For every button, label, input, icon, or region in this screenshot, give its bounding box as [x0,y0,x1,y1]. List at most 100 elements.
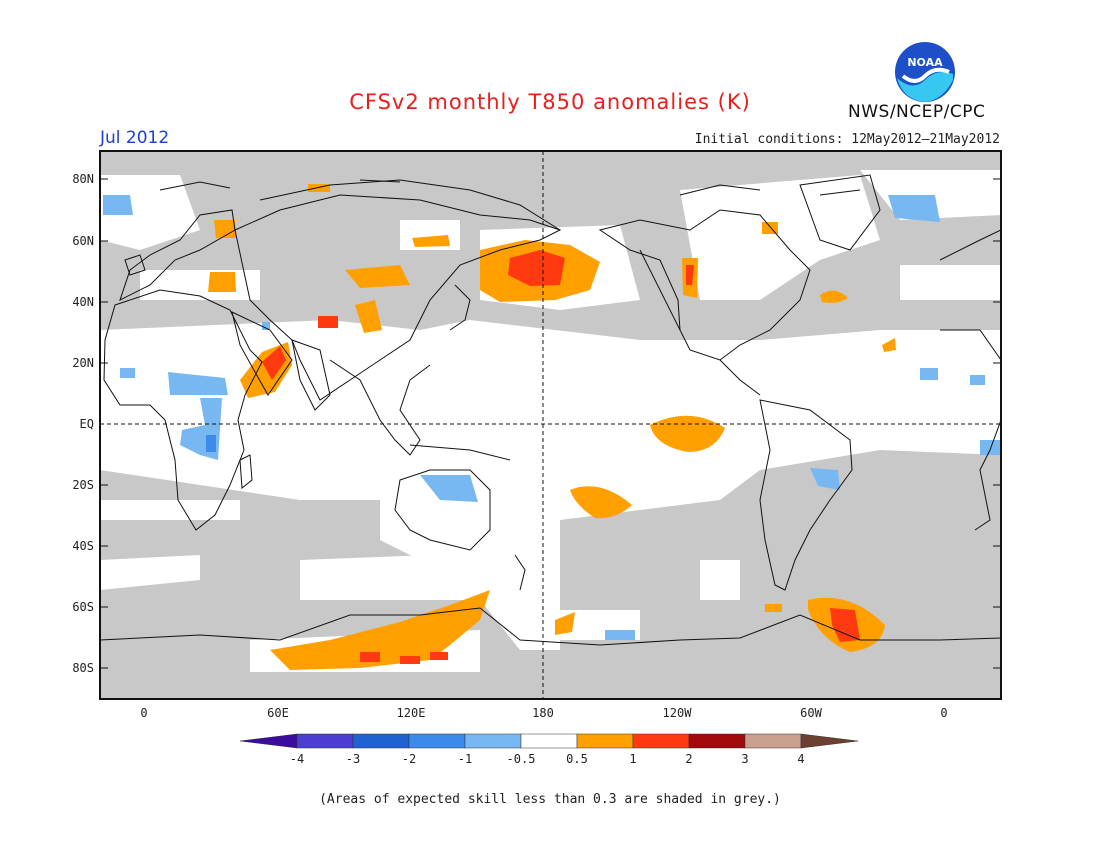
colorbar-arrow-right [800,733,859,749]
lon-label-0: 0 [140,706,147,720]
india-outline [291,339,331,411]
south-america-warm [765,604,782,612]
arabia-cool [262,322,270,330]
colorbar-bin-5 [520,733,578,749]
lon-label-60e: 60E [267,706,289,720]
lat-label-60s: 60S [72,600,94,614]
cool-anomalies [103,195,1001,640]
africa-cool-band [168,372,228,395]
atlantic-cool [920,368,938,380]
latitude-ticks [100,178,1001,669]
se-asia-outline [329,359,431,456]
colorbar-label: 4 [797,752,804,766]
europe-east-edge [939,229,1001,261]
madagascar-outline [239,454,253,489]
arctic-islands [159,179,861,196]
skill-footnote: (Areas of expected skill less than 0.3 a… [319,792,781,807]
uk-outline [124,254,146,276]
colorbar-label: 2 [685,752,692,766]
africa-cool-deep [206,435,216,452]
colorbar-bin-6 [576,733,634,749]
warm-anomalies [208,184,896,670]
lat-label-40s: 40S [72,539,94,553]
arctic-cool-east [888,195,940,222]
west-africa-cool [970,375,985,385]
colorbar-bin-4 [464,733,522,749]
colorbar-labels: -4 -3 -2 -1 -0.5 0.5 1 2 3 4 [290,752,805,766]
scandinavia-warm [214,220,236,238]
lat-label-20n: 20N [72,356,94,370]
lat-label-20s: 20S [72,478,94,492]
lon-label-0-right: 0 [940,706,947,720]
africa-cool-west [120,368,135,378]
europe-warm [208,272,236,292]
asia-hot-1 [318,316,338,328]
map-title: CFSv2 monthly T850 anomalies (K) [349,90,751,114]
north-america-outline [598,209,811,361]
southern-ocean-cool [605,630,635,640]
latitude-labels: 80N 60N 40N 20N EQ 20S 40S 60S 80S [72,172,94,675]
colorbar-label: 0.5 [566,752,588,766]
greenland-warm [762,222,778,234]
coastlines [100,174,1001,646]
canada-hot [686,265,694,285]
lon-label-180: 180 [532,706,554,720]
colorbar-bin-8 [688,733,746,749]
south-america-cool [810,468,840,490]
americas-west-coast [639,249,681,331]
asia-warm-1 [345,265,410,288]
australia-outline [394,469,491,551]
antarctica-outline [100,607,1001,646]
south-pacific-warm [570,486,632,519]
arabia-outline [231,311,293,396]
japan-outline [449,284,471,331]
lat-label-eq: EQ [80,417,94,431]
indonesia-outline [409,444,511,461]
siberia-warm [412,235,450,247]
europe-outline [119,209,236,301]
colorbar-label: -4 [290,752,304,766]
noaa-logo: NOAA [895,42,955,102]
colorbar-bin-1 [296,733,354,749]
asia-north-coast [259,179,561,231]
colorbar-bin-9 [744,733,802,749]
north-pacific-hot [508,250,565,286]
central-america-outline [719,359,761,396]
lon-label-120w: 120W [663,706,693,720]
arctic-cool-west [103,195,133,215]
south-america-outline [759,399,853,591]
lat-label-60n: 60N [72,234,94,248]
colorbar-label: 3 [741,752,748,766]
lat-label-40n: 40N [72,295,94,309]
longitude-labels: 0 60E 120E 180 120W 60W 0 [140,706,947,720]
colorbar-label: 1 [629,752,636,766]
antarctic-hot-bits [360,652,448,664]
south-atlantic-hot [830,608,860,642]
antarctic-warm-band [270,590,490,670]
colorbar-label: -1 [458,752,472,766]
noaa-logo-text: NOAA [907,56,943,69]
forecast-month: Jul 2012 [100,128,170,148]
lat-label-80n: 80N [72,172,94,186]
colorbar-label: -2 [402,752,416,766]
colorbar-label: -0.5 [507,752,536,766]
color-bar [239,733,859,749]
colorbar-label: -3 [346,752,360,766]
arabia-hot [262,346,286,380]
colorbar-arrow-left [239,733,298,749]
atlantic-warm [820,290,848,303]
asia-outline [234,194,562,401]
australia-cool [420,475,478,502]
north-atlantic-warm-2 [882,338,896,352]
asia-warm-2 [355,300,382,333]
colorbar-bin-7 [632,733,690,749]
organization-label: NWS/NCEP/CPC [848,102,986,122]
central-pacific-warm [650,415,725,452]
colorbar-bin-3 [408,733,466,749]
colorbar-bin-2 [352,733,410,749]
southern-ocean-warm [555,612,575,635]
lon-label-60w: 60W [800,706,822,720]
map-frame [99,150,1002,700]
initial-conditions: Initial conditions: 12May2012–21May2012 [694,132,1000,147]
